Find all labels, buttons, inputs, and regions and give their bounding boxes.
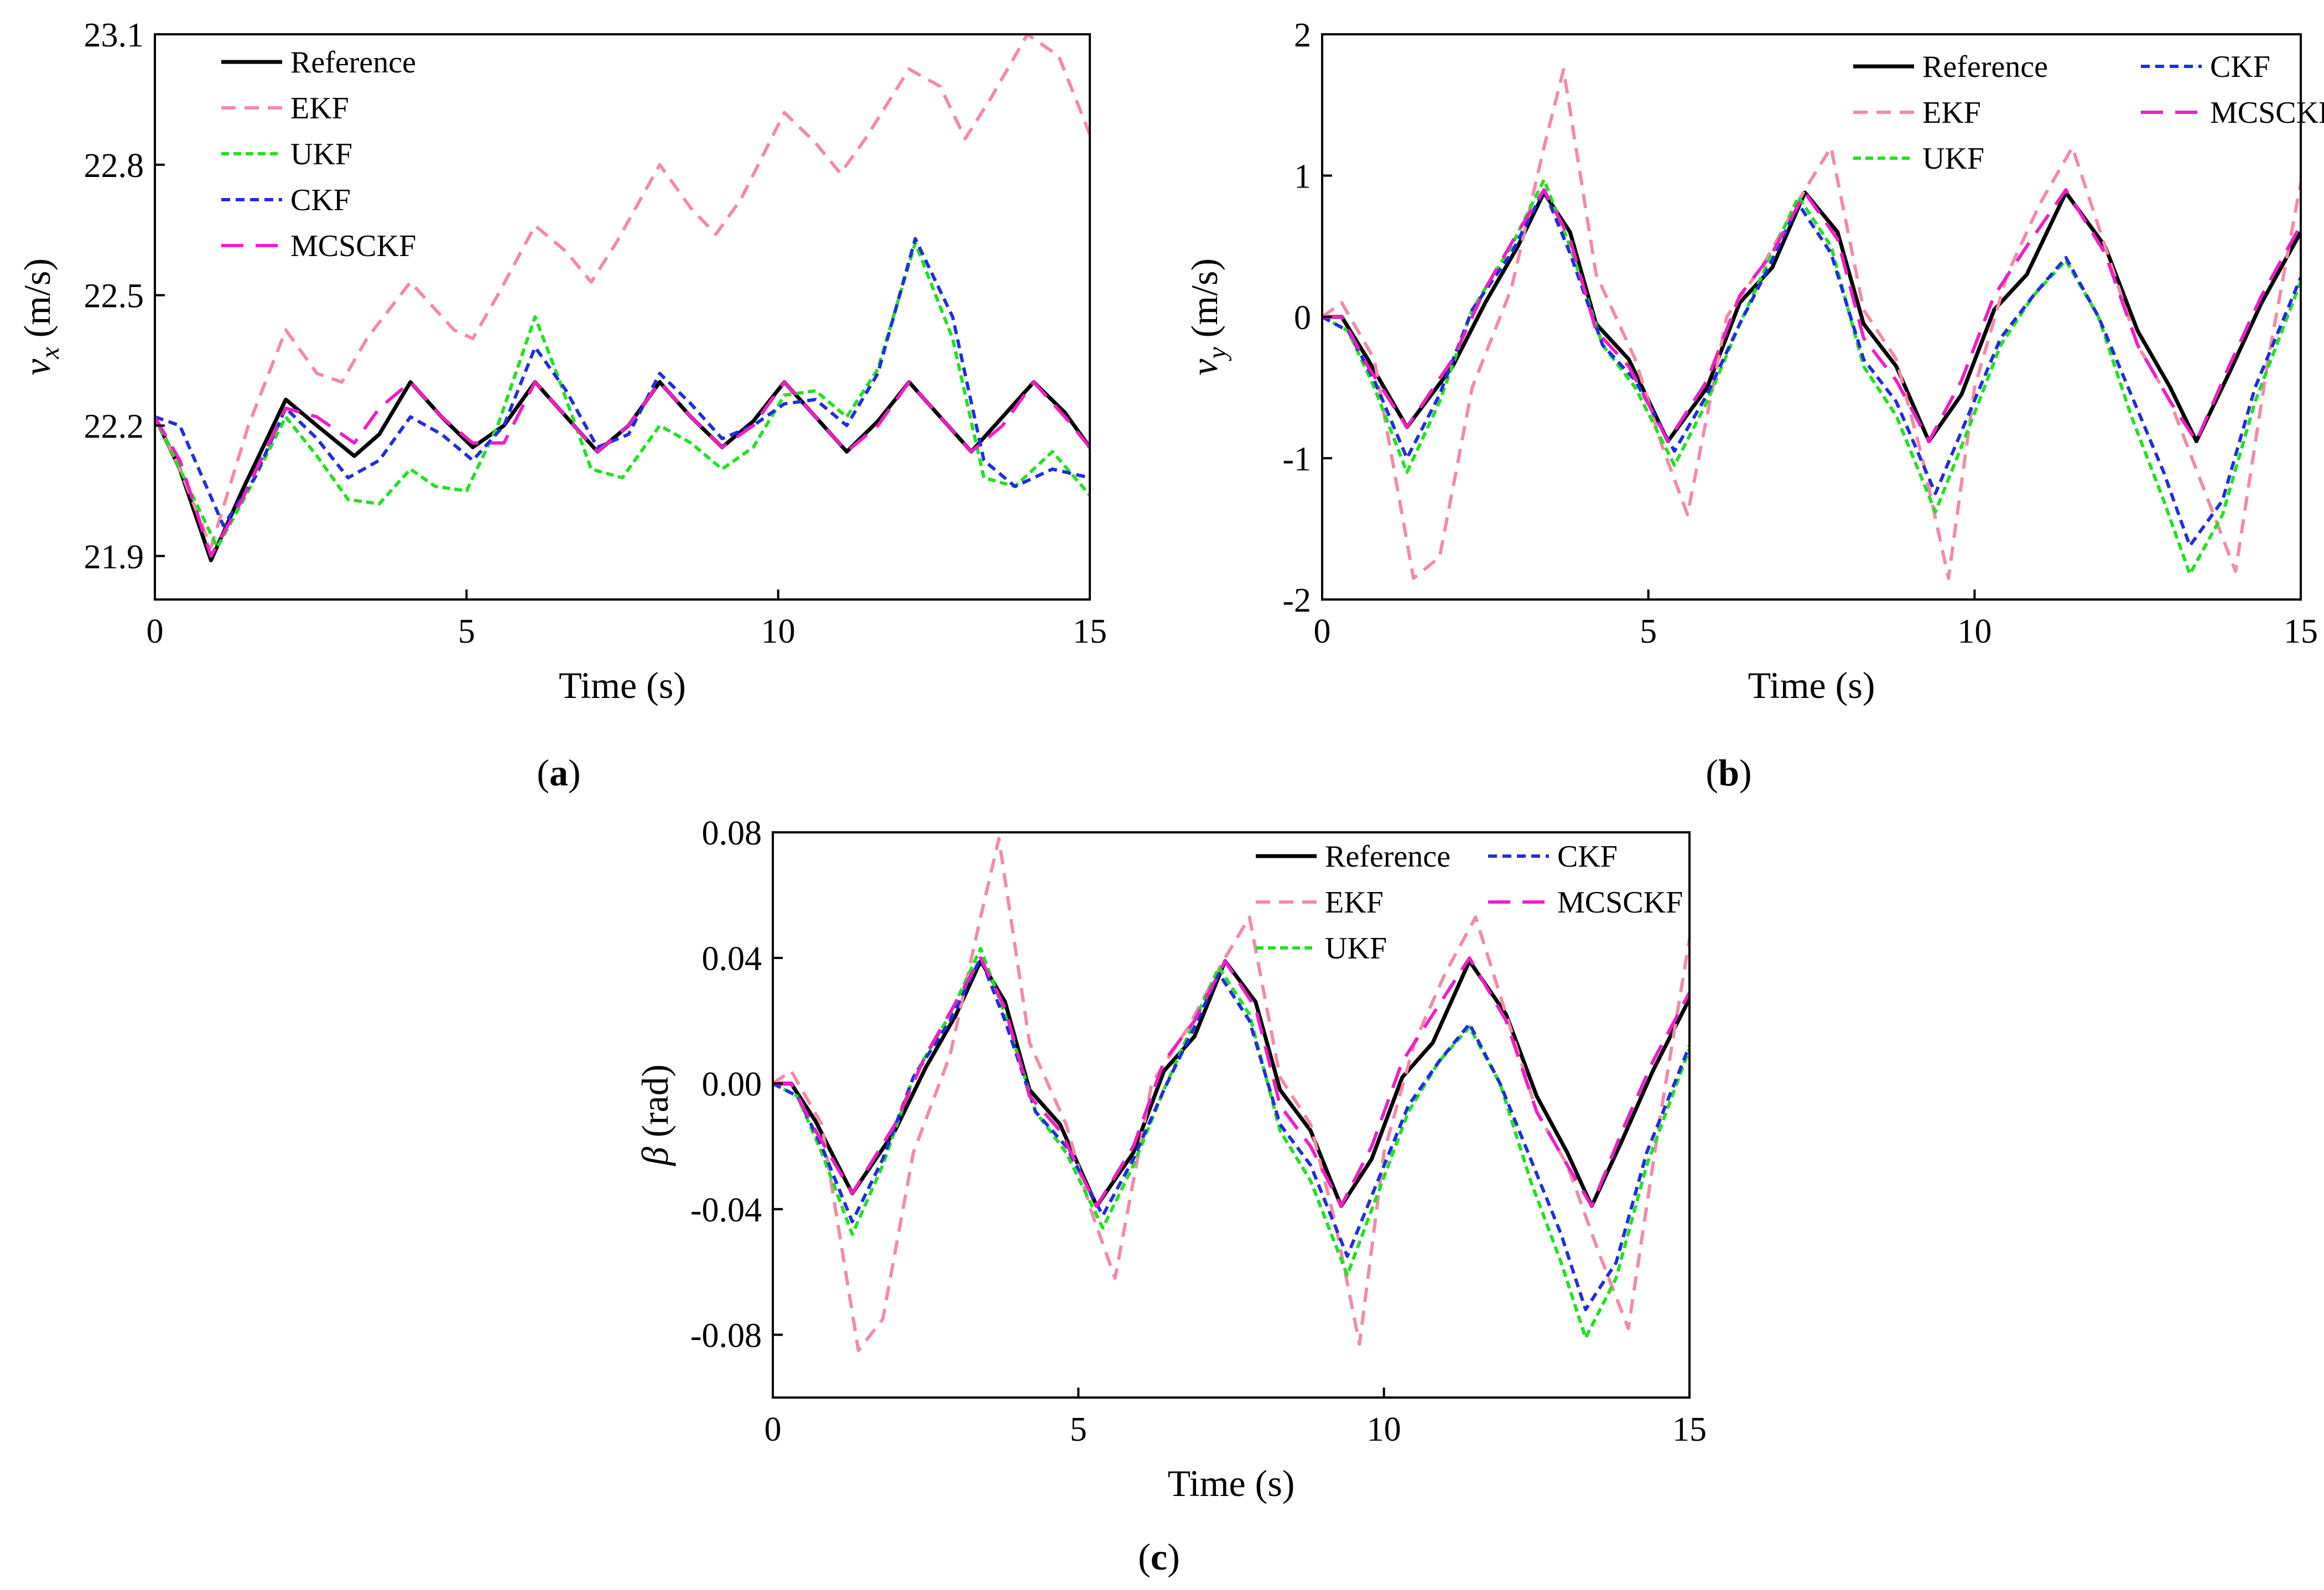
y-axis-unit: (rad) [634,1065,676,1147]
series-line-ekf [773,837,1689,1352]
series-line-ekf [1322,67,2301,580]
series-line-ukf [155,241,1090,549]
legend-label-ukf: UKF [1922,142,1984,176]
caption-close: ) [1167,1536,1180,1578]
y-tick-label: 0 [1294,299,1311,337]
legend-label-ukf: UKF [1325,931,1387,966]
y-axis-label: vy (m/s) [1183,258,1232,376]
legend: Reference EKF UKF CKF MCSCKF [1853,50,2324,176]
y-tick-label: 0.04 [702,940,762,978]
y-tick-label: 21.9 [84,538,144,576]
legend-label-ckf: CKF [2210,50,2270,84]
series-line-reference [155,380,1090,562]
series-line-ckf [155,237,1090,528]
panel-caption: (a) [537,752,580,794]
caption-open: ( [1138,1536,1151,1578]
y-tick-label: -1 [1282,441,1311,478]
series-line-ckf [773,956,1689,1311]
legend-label-reference: Reference [1325,840,1450,874]
series-line-ukf [1322,178,2301,576]
y-axis-subscript: x [35,347,65,359]
panel-caption: (b) [1706,752,1751,794]
x-tick-label: 0 [147,613,164,650]
caption-letter: a [549,752,568,794]
caption-close: ) [568,752,581,794]
y-tick-label: -0.04 [690,1191,762,1229]
legend: Reference EKF UKF CKF MCSCKF [221,45,416,263]
caption-close: ) [1739,752,1752,794]
x-tick-label: 5 [1640,613,1657,650]
x-tick-label: 5 [458,613,475,650]
x-tick-label: 15 [1672,1411,1707,1448]
legend-label-ekf: EKF [1325,885,1384,920]
x-axis-label: Time (s) [1748,664,1875,706]
y-tick-label: 2 [1294,17,1311,54]
x-axis-label: Time (s) [559,664,686,706]
series-line-mcsckf [773,956,1689,1208]
y-tick-label: 1 [1294,158,1311,196]
legend-label-ukf: UKF [290,137,352,171]
y-tick-label: -0.08 [690,1317,762,1354]
series-line-ekf [155,34,1090,549]
legend-label-ekf: EKF [1922,96,1981,130]
series-line-ukf [773,947,1689,1340]
y-tick-label: 22.2 [84,408,144,446]
legend-label-ckf: CKF [1557,840,1618,874]
y-axis-symbol: v [1183,358,1225,376]
panel-c: 0 5 10 15 -0.08 -0.04 0.00 0.04 0.08 Time (s) β (r… [634,815,1707,1578]
y-axis-label: β (rad) [634,1065,676,1167]
x-tick-label: 15 [1073,613,1107,650]
series-line-ckf [1322,188,2301,548]
y-axis-symbol: β [634,1147,676,1167]
x-tick-label: 0 [1314,613,1331,650]
legend-label-mcsckf: MCSCKF [2210,96,2324,130]
caption-letter: c [1151,1536,1167,1578]
legend-label-reference: Reference [1922,50,2048,84]
plot-frame [154,33,1091,601]
series-line-mcsckf [155,380,1090,558]
series-line-reference [773,959,1689,1208]
x-tick-label: 5 [1070,1411,1087,1448]
x-tick-label: 10 [1957,613,1992,650]
series-group [155,34,1090,562]
y-axis-unit: (m/s) [1183,258,1225,347]
y-tick-label: -2 [1282,582,1311,619]
legend-label-ckf: CKF [290,183,351,217]
x-tick-label: 10 [1367,1411,1401,1448]
y-axis-symbol: v [16,358,58,376]
y-axis-unit: (m/s) [16,258,58,347]
legend-label-ekf: EKF [290,91,349,126]
series-group [773,837,1689,1352]
x-tick-label: 10 [761,613,796,650]
panel-caption: (c) [1138,1536,1180,1578]
y-tick-label: 22.5 [84,278,144,315]
legend-label-reference: Reference [290,45,416,80]
x-axis-label: Time (s) [1168,1462,1295,1504]
panel-a: 0 5 10 15 21.9 22.2 22.5 22.8 23.1 Time (s) vx (m/… [16,17,1107,794]
y-axis-label: vx (m/s) [16,258,65,376]
y-axis-subscript: y [1203,347,1232,362]
caption-open: ( [537,752,549,794]
caption-letter: b [1718,752,1739,794]
y-tick-label: 0.08 [702,815,762,852]
panel-b: 0 5 10 15 -2 -1 0 1 2 Time (s) vy (m/s) Reference EK… [1183,17,2324,794]
y-tick-label: 0.00 [702,1066,762,1103]
legend-label-mcsckf: MCSCKF [1557,885,1683,920]
series-group [1322,67,2301,580]
y-tick-label: 23.1 [84,17,144,54]
y-tick-label: 22.8 [84,147,144,185]
legend: Reference EKF UKF CKF MCSCKF [1256,840,1683,966]
x-tick-label: 0 [765,1411,782,1448]
series-line-mcsckf [1322,188,2301,443]
x-tick-label: 15 [2284,613,2318,650]
legend-label-mcsckf: MCSCKF [290,229,416,263]
plot-frame [772,831,1691,1399]
caption-open: ( [1706,752,1718,794]
